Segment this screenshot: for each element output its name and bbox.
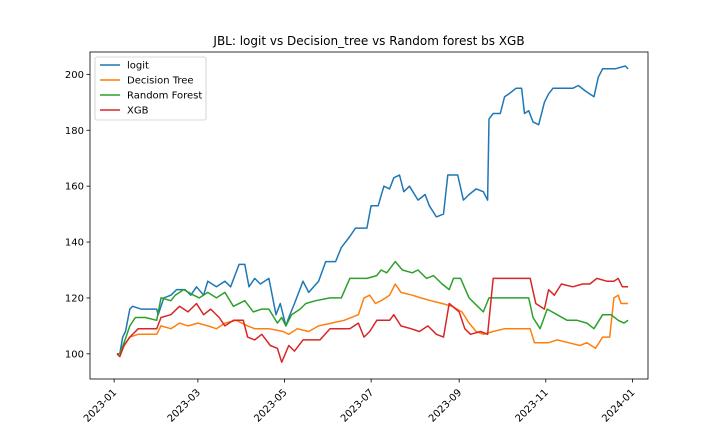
legend-label: Decision Tree [127,76,194,87]
series-line-decision-tree [117,283,629,355]
series-line-random-forest [117,260,629,355]
plot-frame [89,51,649,380]
x-tick-label: 2024-01 [600,387,637,424]
x-tick-label: 2023-11 [514,387,551,424]
legend-label: XGB [127,106,149,117]
y-tick-label: 140 [65,238,84,249]
legend: logit Decision Tree Random Forest XGB [94,56,207,121]
y-tick-label: 160 [65,182,84,193]
y-tick-label: 180 [65,126,84,137]
chart-title: JBL: logit vs Decision_tree vs Random fo… [212,34,524,48]
y-tick-label: 200 [65,70,84,81]
y-tick-label: 120 [65,293,84,304]
series-line-logit [117,65,629,355]
series-line-xgb [116,277,629,363]
legend-label: logit [127,61,149,72]
x-axis: 2023-01 2023-03 2023-05 2023-07 2023-09 2023-… [82,379,638,425]
legend-frame [94,56,207,121]
x-tick-label: 2023-05 [252,387,289,424]
x-tick-label: 2023-03 [166,387,203,424]
y-tick-label: 100 [65,349,84,360]
plot-lines [116,65,629,363]
legend-label: Random Forest [127,91,202,102]
x-tick-label: 2023-09 [427,387,464,424]
x-tick-label: 2023-01 [82,387,119,424]
x-tick-label: 2023-07 [339,387,376,424]
y-axis: 100 120 140 160 180 200 [65,70,90,360]
